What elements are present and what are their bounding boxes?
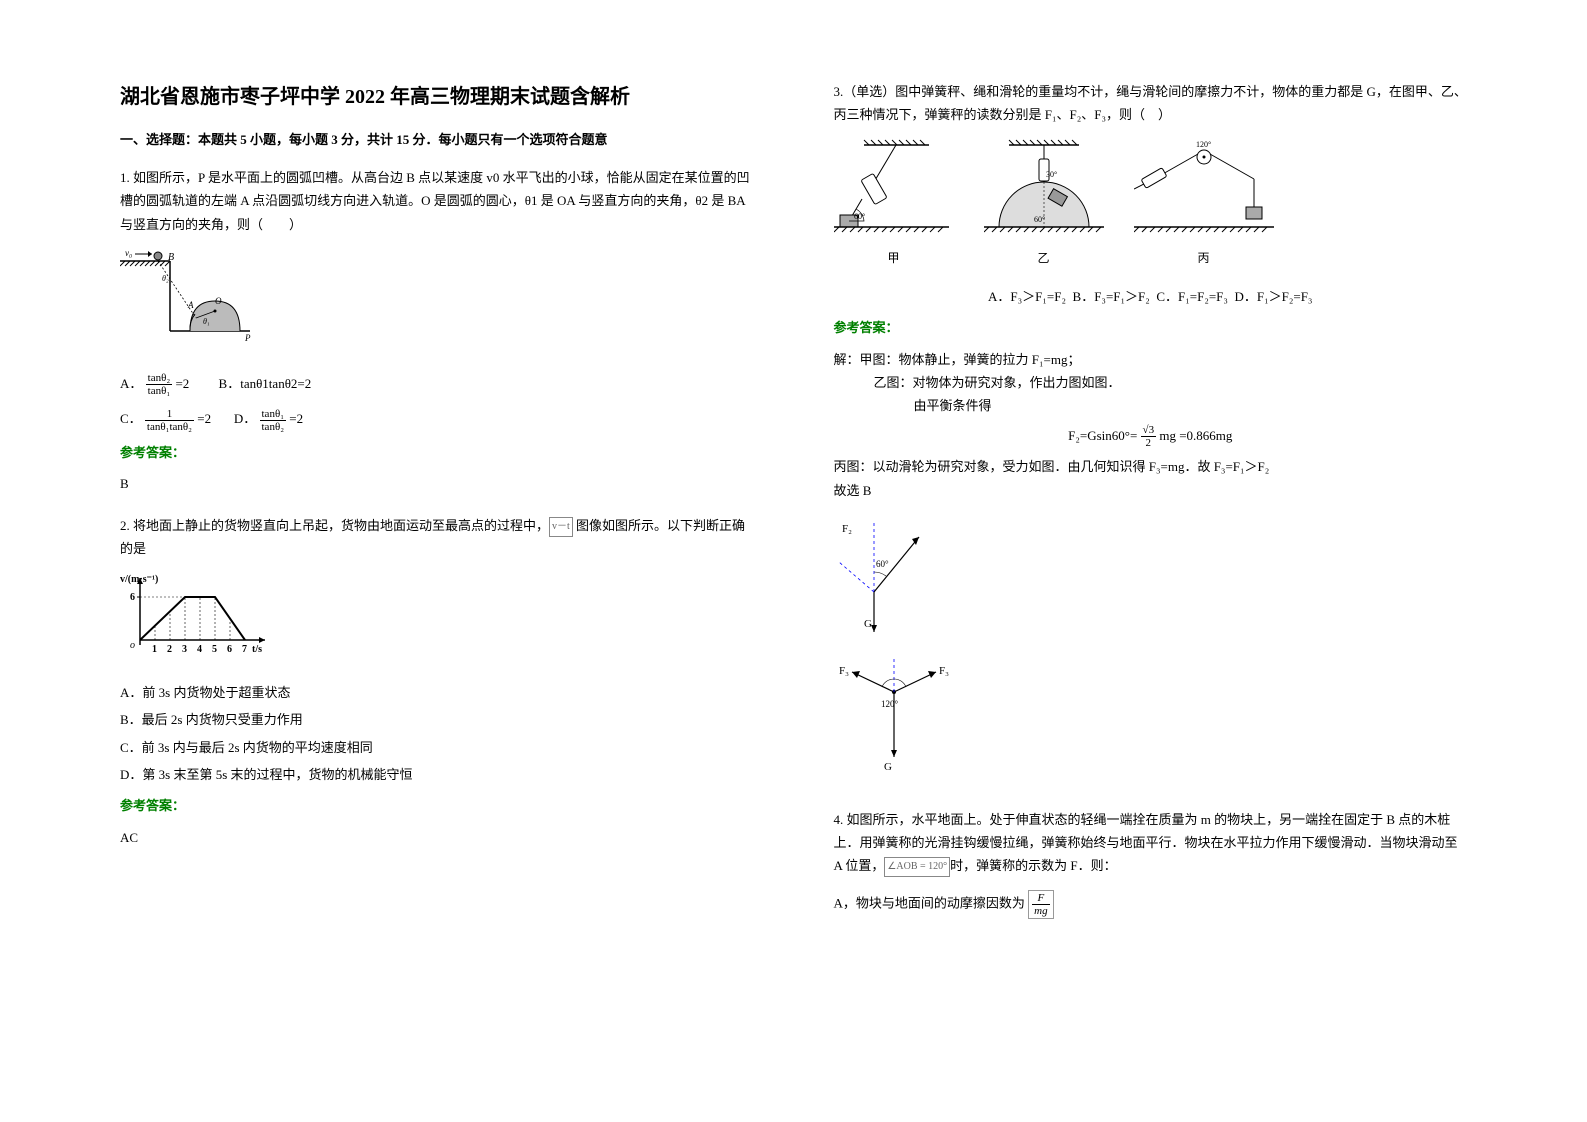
q3-fig-bing: 120° <box>1134 137 1274 270</box>
q3-sol5: 丙图：以动滑轮为研究对象，受力如图．由几何知识得 F₃=mg．故 F₃=F₁＞F… <box>834 455 1468 478</box>
svg-text:60°: 60° <box>876 559 889 569</box>
q4-stem: 4. 如图所示，水平地面上。处于伸直状态的轻绳一端拴在质量为 m 的物块上，另一… <box>834 808 1468 878</box>
q2-optD: D．第 3s 末至第 5s 末的过程中，货物的机械能守恒 <box>120 763 754 786</box>
svg-text:P: P <box>244 333 251 343</box>
question-1: 1. 如图所示，P 是水平面上的圆弧凹槽。从高台边 B 点以某速度 v0 水平飞… <box>120 166 754 496</box>
q1-figure: B v₀ A O θ₁ θ₂ P <box>120 246 260 346</box>
fig-label-bing: 丙 <box>1134 248 1274 270</box>
svg-text:4: 4 <box>197 644 202 655</box>
q2-optA: A．前 3s 内货物处于超重状态 <box>120 681 754 704</box>
q3-optB: B．F₃=F₁＞F₂ <box>1073 289 1150 304</box>
q3-figures: 60° 甲 <box>834 137 1468 270</box>
svg-text:30°: 30° <box>1046 170 1057 179</box>
q3-options: A．F₃＞F₁=F₂ B．F₃=F₁＞F₂ C．F₁=F₂=F₃ D．F₁＞F₂… <box>834 285 1468 308</box>
svg-text:θ₂: θ₂ <box>162 274 169 283</box>
svg-text:B: B <box>168 252 174 263</box>
svg-text:F₂: F₂ <box>842 523 852 535</box>
q3-fig-yi: 30° 60° 乙 <box>984 137 1104 270</box>
page-title: 湖北省恩施市枣子坪中学 2022 年高三物理期末试题含解析 <box>120 80 754 109</box>
section-1-header: 一、选择题：本题共 5 小题，每小题 3 分，共计 15 分．每小题只有一个选项… <box>120 129 754 148</box>
q1-optD-prefix: D． <box>234 411 256 426</box>
q3-fig-jia: 60° 甲 <box>834 137 954 270</box>
svg-text:o: o <box>130 640 135 651</box>
svg-text:120°: 120° <box>881 699 899 709</box>
svg-text:60°: 60° <box>1034 215 1045 224</box>
left-column: 湖北省恩施市枣子坪中学 2022 年高三物理期末试题含解析 一、选择题：本题共 … <box>100 80 794 1082</box>
q3-optC: C．F₁=F₂=F₃ <box>1156 289 1228 304</box>
q1-optA-prefix: A． <box>120 376 142 391</box>
svg-text:θ₁: θ₁ <box>203 317 210 326</box>
q2-stem: 2. 将地面上静止的货物竖直向上吊起，货物由地面运动至最高点的过程中，v－t 图… <box>120 514 754 561</box>
svg-text:5: 5 <box>212 644 217 655</box>
q1-optC-prefix: C． <box>120 411 142 426</box>
q1-optD-suffix: =2 <box>289 411 303 426</box>
q3-sol6: 故选 B <box>834 479 1468 502</box>
fig-label-jia: 甲 <box>834 248 954 270</box>
q3-stem: 3.（单选）图中弹簧秤、绳和滑轮的重量均不计，绳与滑轮间的摩擦力不计，物体的重力… <box>834 80 1468 127</box>
svg-text:t/s: t/s <box>252 644 262 655</box>
svg-text:120°: 120° <box>1196 140 1211 149</box>
svg-text:2: 2 <box>167 644 172 655</box>
q2-optC: C．前 3s 内与最后 2s 内货物的平均速度相同 <box>120 736 754 759</box>
q4-optA: A，物块与地面间的动摩擦因数为 Fmg <box>834 890 1468 919</box>
q3-optD: D．F₁＞F₂=F₃ <box>1234 289 1312 304</box>
svg-text:O: O <box>215 296 222 306</box>
svg-text:F₃: F₃ <box>839 665 849 677</box>
q2-answer: AC <box>120 826 754 849</box>
q3-sol3: 由平衡条件得 <box>834 394 1468 417</box>
svg-text:F₃: F₃ <box>939 665 949 677</box>
q2-answer-label: 参考答案： <box>120 794 754 817</box>
fig-label-yi: 乙 <box>984 248 1104 270</box>
svg-text:60°: 60° <box>854 212 865 221</box>
svg-text:A: A <box>187 300 194 310</box>
question-4: 4. 如图所示，水平地面上。处于伸直状态的轻绳一端拴在质量为 m 的物块上，另一… <box>834 808 1468 919</box>
q2-optB: B．最后 2s 内货物只受重力作用 <box>120 708 754 731</box>
q1-optA-suffix: =2 <box>175 376 189 391</box>
q3-force-diagram: F₂ 60° G F₃ F₃ 120° G <box>834 512 974 772</box>
svg-text:3: 3 <box>182 644 187 655</box>
svg-text:7: 7 <box>242 644 247 655</box>
question-2: 2. 将地面上静止的货物竖直向上吊起，货物由地面运动至最高点的过程中，v－t 图… <box>120 514 754 850</box>
vt-var: v－t <box>549 517 573 537</box>
q3-answer-label: 参考答案： <box>834 316 1468 339</box>
svg-text:G: G <box>864 618 872 630</box>
q3-optA: A．F₃＞F₁=F₂ <box>988 289 1066 304</box>
svg-text:v₀: v₀ <box>125 248 132 258</box>
right-column: 3.（单选）图中弹簧秤、绳和滑轮的重量均不计，绳与滑轮间的摩擦力不计，物体的重力… <box>794 80 1488 1082</box>
svg-text:G: G <box>884 761 892 772</box>
q1-answer: B <box>120 472 754 495</box>
svg-text:6: 6 <box>130 592 135 603</box>
svg-text:1: 1 <box>152 644 157 655</box>
svg-text:6: 6 <box>227 644 232 655</box>
question-3: 3.（单选）图中弹簧秤、绳和滑轮的重量均不计，绳与滑轮间的摩擦力不计，物体的重力… <box>834 80 1468 790</box>
q1-optB: B．tanθ1tanθ2=2 <box>219 376 312 391</box>
q1-optC-suffix: =2 <box>197 411 211 426</box>
svg-text:v/(m·s⁻¹): v/(m·s⁻¹) <box>120 574 158 585</box>
q2-options: A．前 3s 内货物处于超重状态 B．最后 2s 内货物只受重力作用 C．前 3… <box>120 681 754 787</box>
q3-sol2: 乙图：对物体为研究对象，作出力图如图． <box>834 371 1468 394</box>
q1-stem: 1. 如图所示，P 是水平面上的圆弧凹槽。从高台边 B 点以某速度 v0 水平飞… <box>120 166 754 236</box>
q3-sol1: 解：甲图：物体静止，弹簧的拉力 F₁=mg； <box>834 348 1468 371</box>
q2-figure: v/(m·s⁻¹) 6 o 123 456 7 t/s <box>120 570 270 655</box>
q1-options: A． tanθ₂tanθ₁ =2 B．tanθ1tanθ2=2 C． 1tanθ… <box>120 372 754 433</box>
q3-sol4: F₂=Gsin60°= √32 mg =0.866mg <box>834 424 1468 450</box>
angle-aob: ∠AOB = 120° <box>884 857 950 877</box>
q1-answer-label: 参考答案： <box>120 441 754 464</box>
